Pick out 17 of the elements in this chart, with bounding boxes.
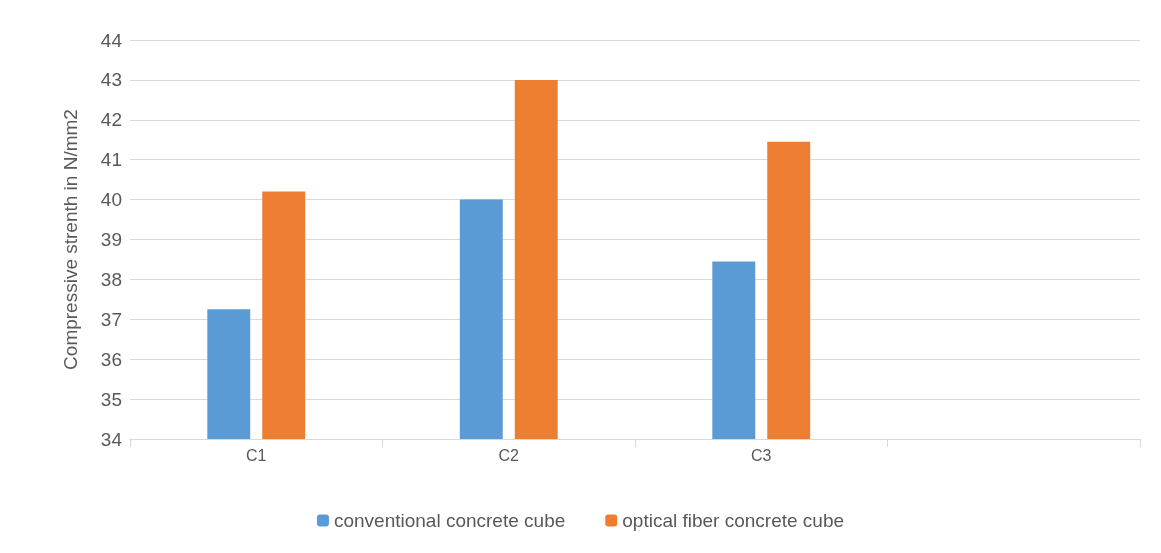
x-tick-label: C1 [246,446,267,464]
y-tick-label: 36 [100,348,122,370]
legend-label: conventional concrete cube [333,510,566,531]
legend-label: optical fiber concrete cube [622,510,845,531]
y-axis-title: Compressive strenth in N/mm2 [60,109,81,370]
y-tick-label: 43 [100,69,122,91]
y-tick-label: 39 [100,229,122,250]
y-tick-label: 37 [100,308,122,330]
x-tick-label: C3 [751,446,772,464]
y-tick-label: 44 [100,29,123,51]
y-tick-label: 35 [100,388,122,410]
y-tick-label: 41 [100,149,122,171]
x-tick-label: C2 [498,446,520,464]
y-tick-label: 40 [100,189,122,211]
y-tick-label: 38 [100,268,122,290]
y-tick-label: 34 [100,428,123,450]
y-tick-label: 42 [100,109,122,131]
